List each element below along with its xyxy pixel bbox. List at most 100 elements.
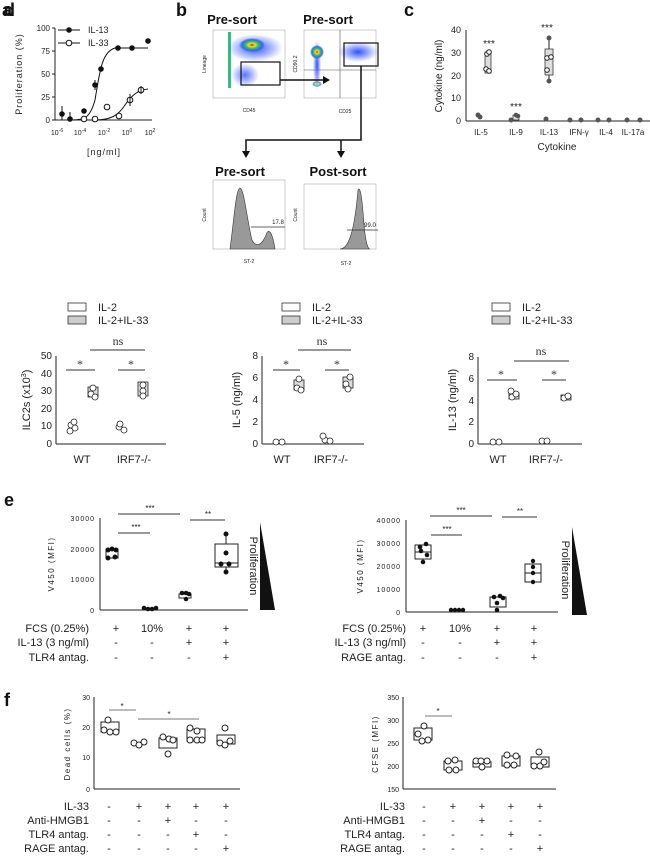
svg-text:-: - — [538, 829, 542, 841]
svg-text:IL-5 (ng/ml): IL-5 (ng/ml) — [231, 372, 243, 428]
svg-text:10: 10 — [82, 755, 90, 762]
svg-text:0: 0 — [46, 439, 52, 450]
svg-text:IRF7-/-: IRF7-/- — [314, 454, 349, 466]
svg-text:25: 25 — [41, 93, 50, 102]
svg-text:-: - — [422, 829, 426, 841]
svg-text:+: + — [537, 801, 543, 813]
svg-text:IRF7-/-: IRF7-/- — [117, 454, 152, 466]
svg-text:102: 102 — [145, 128, 156, 137]
svg-text:***: *** — [442, 525, 451, 534]
svg-text:*: * — [498, 367, 504, 381]
svg-text:+: + — [136, 801, 142, 813]
svg-text:-: - — [166, 843, 170, 855]
svg-text:***: *** — [131, 523, 140, 532]
proliferation-label: Proliferation — [247, 537, 259, 596]
svg-text:40000: 40000 — [377, 518, 401, 525]
svg-text:ns: ns — [317, 334, 328, 348]
svg-text:4: 4 — [468, 396, 474, 407]
svg-text:Proliferation (%): Proliferation (%) — [14, 33, 24, 115]
svg-text:-: - — [114, 652, 118, 664]
svg-text:2: 2 — [468, 417, 474, 428]
svg-text:RAGE antag.: RAGE antag. — [24, 843, 89, 855]
svg-text:+: + — [186, 623, 192, 635]
svg-text:-: - — [422, 815, 426, 827]
svg-text:0: 0 — [86, 787, 90, 794]
svg-text:IL-4: IL-4 — [599, 128, 613, 137]
svg-text:ILC2s (x103): ILC2s (x103) — [21, 370, 33, 431]
panel-label-d: d — [4, 0, 15, 20]
svg-text:-: - — [137, 829, 141, 841]
svg-text:IFN-γ: IFN-γ — [569, 128, 589, 137]
svg-text:-: - — [166, 829, 170, 841]
svg-text:+: + — [223, 623, 229, 635]
svg-text:40: 40 — [451, 25, 461, 35]
chart-d: IL-2IL-2+IL-33 IL-2IL-2+IL-33 IL-2IL-2+I… — [21, 302, 582, 466]
f-condition-rows: IL-33 Anti-HMGB1 TLR4 antag. RAGE antag. - +… — [24, 801, 543, 855]
svg-text:+: + — [186, 637, 192, 649]
e-condition-rows: FCS (0.25%) IL-13 (3 ng/ml) TLR4 antag. +1… — [17, 623, 537, 664]
svg-text:Dead cells (%): Dead cells (%) — [63, 707, 72, 780]
svg-text:+: + — [165, 801, 171, 813]
svg-text:CD25: CD25 — [339, 109, 352, 115]
svg-text:-: - — [422, 843, 426, 855]
svg-text:*: * — [128, 357, 134, 371]
svg-text:8: 8 — [252, 351, 258, 362]
svg-text:0: 0 — [456, 116, 461, 126]
svg-text:100: 100 — [122, 128, 133, 137]
svg-text:**: ** — [205, 510, 211, 519]
svg-text:300: 300 — [387, 718, 399, 725]
svg-text:FCS (0.25%): FCS (0.25%) — [25, 623, 89, 635]
svg-text:-: - — [480, 829, 484, 841]
svg-text:-: - — [194, 843, 198, 855]
svg-text:TLR4 antag.: TLR4 antag. — [28, 829, 89, 841]
svg-text:[ng/ml]: [ng/ml] — [87, 147, 121, 157]
svg-text:30: 30 — [82, 695, 90, 702]
gate-post: 99.0 — [364, 223, 376, 229]
svg-text:20000: 20000 — [377, 564, 401, 571]
svg-text:4: 4 — [252, 395, 258, 406]
svg-text:50: 50 — [41, 351, 53, 362]
svg-text:RAGE antag.: RAGE antag. — [340, 843, 405, 855]
svg-text:IL-33: IL-33 — [64, 801, 89, 813]
svg-text:***: *** — [510, 102, 522, 113]
svg-text:IL-13: IL-13 — [540, 128, 559, 137]
svg-text:*: * — [334, 357, 340, 371]
svg-text:150: 150 — [387, 787, 399, 794]
svg-text:+: + — [508, 801, 514, 813]
svg-text:IL-5: IL-5 — [474, 128, 488, 137]
svg-text:-: - — [224, 829, 228, 841]
svg-text:50: 50 — [41, 70, 50, 79]
svg-text:Pre-sort: Pre-sort — [215, 164, 266, 179]
svg-text:20: 20 — [41, 404, 53, 415]
svg-text:IL-2: IL-2 — [522, 302, 541, 314]
svg-text:20000: 20000 — [71, 547, 95, 554]
svg-text:+: + — [531, 652, 537, 664]
svg-text:WT: WT — [273, 454, 290, 466]
svg-text:-: - — [107, 801, 111, 813]
svg-text:IL-2+IL-33: IL-2+IL-33 — [522, 315, 572, 327]
svg-text:V450 (MFI): V450 (MFI) — [47, 536, 56, 591]
svg-text:*: * — [551, 367, 557, 381]
proliferation-label-2: Proliferation — [559, 541, 571, 600]
svg-text:***: *** — [145, 504, 154, 513]
svg-text:FCS (0.25%): FCS (0.25%) — [342, 623, 406, 635]
svg-text:-: - — [194, 815, 198, 827]
svg-text:-: - — [107, 843, 111, 855]
svg-text:0: 0 — [90, 608, 95, 615]
svg-text:WT: WT — [73, 454, 90, 466]
svg-text:IL-17a: IL-17a — [622, 128, 645, 137]
svg-text:6: 6 — [252, 373, 258, 384]
svg-text:30000: 30000 — [377, 541, 401, 548]
svg-text:+: + — [494, 637, 500, 649]
svg-text:CD45: CD45 — [243, 108, 256, 114]
svg-text:-: - — [224, 815, 228, 827]
svg-text:+: + — [531, 637, 537, 649]
svg-text:Post-sort: Post-sort — [309, 164, 367, 179]
svg-text:-: - — [458, 637, 462, 649]
svg-text:*: * — [120, 702, 123, 711]
svg-text:10%: 10% — [449, 623, 471, 635]
svg-text:2: 2 — [252, 417, 258, 428]
svg-text:Pre-sort: Pre-sort — [207, 12, 258, 27]
svg-text:+: + — [420, 623, 426, 635]
